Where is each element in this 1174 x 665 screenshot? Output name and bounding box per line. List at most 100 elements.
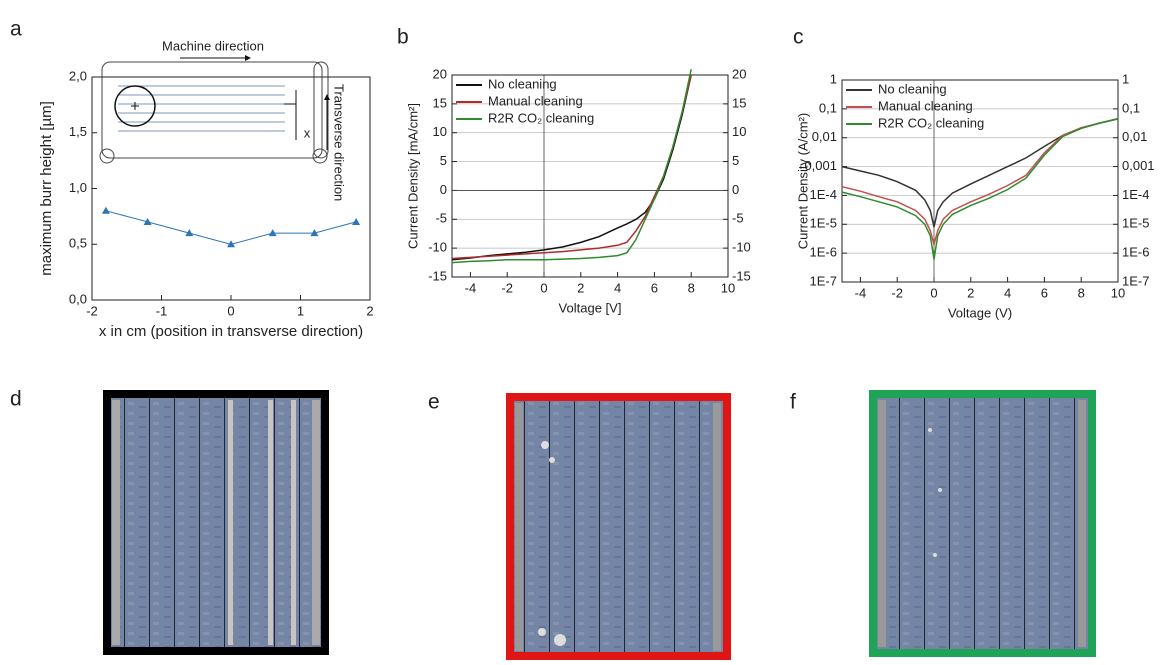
- y-tick-label: 0,0: [69, 291, 87, 306]
- x-tick-label: 0: [540, 280, 547, 295]
- y2-tick-label: 20: [732, 66, 746, 81]
- y2-tick-label: 1E-6: [1122, 245, 1149, 260]
- roll-schematic: [99, 55, 330, 164]
- cell-photo: [869, 390, 1096, 657]
- y2-tick-label: 0: [732, 182, 739, 197]
- y-tick-label: 1,5: [69, 124, 87, 139]
- y-tick-label: 0,001: [804, 158, 837, 173]
- x-axis-label: Voltage [V]: [559, 300, 622, 315]
- cell-photo: [103, 390, 329, 655]
- x-tick-label: 10: [1111, 285, 1125, 300]
- y-tick-label: -15: [428, 268, 447, 283]
- legend-label: R2R CO₂ cleaning: [488, 110, 594, 125]
- legend-label: Manual cleaning: [878, 98, 973, 113]
- y2-tick-label: 10: [732, 124, 746, 139]
- x-axis-label: x in cm (position in transverse directio…: [99, 323, 363, 340]
- annotation: Transverse direction: [332, 84, 347, 201]
- panel-label: b: [397, 26, 409, 49]
- y2-tick-label: 1E-5: [1122, 216, 1149, 231]
- y-tick-label: 5: [440, 153, 447, 168]
- x-axis-label: Voltage (V): [948, 305, 1012, 320]
- data-line: [451, 74, 692, 261]
- y-tick-label: 0: [440, 182, 447, 197]
- y2-tick-label: 0,1: [1122, 100, 1140, 115]
- annotation: x: [304, 125, 311, 140]
- data-line: [841, 118, 1119, 248]
- x-tick-label: -1: [156, 303, 168, 318]
- y2-tick-label: 0,001: [1122, 158, 1155, 173]
- data-marker: [310, 229, 319, 237]
- plot-frame: [91, 76, 371, 301]
- x-tick-label: -2: [891, 285, 903, 300]
- y-tick-label: 10: [433, 124, 447, 139]
- y2-tick-label: 1E-7: [1122, 273, 1149, 288]
- plot-frame: [451, 74, 729, 278]
- legend-label: No cleaning: [488, 76, 557, 91]
- y-tick-label: 15: [433, 95, 447, 110]
- x-tick-label: 6: [1041, 285, 1048, 300]
- x-tick-label: 8: [1078, 285, 1085, 300]
- plot-frame: [841, 79, 1119, 283]
- y-tick-label: 1E-6: [810, 245, 837, 260]
- x-tick-label: 2: [577, 280, 584, 295]
- data-marker: [268, 229, 277, 237]
- x-tick-label: 0: [227, 303, 234, 318]
- y-tick-label: -10: [428, 240, 447, 255]
- annotation: Machine direction: [162, 38, 264, 53]
- y2-tick-label: 1E-4: [1122, 187, 1149, 202]
- x-tick-label: -2: [501, 280, 513, 295]
- x-tick-label: 10: [721, 280, 735, 295]
- x-tick-label: 2: [366, 303, 373, 318]
- x-tick-label: 4: [1004, 285, 1011, 300]
- y-tick-label: 20: [433, 66, 447, 81]
- x-tick-label: 2: [967, 285, 974, 300]
- y-tick-label: -5: [435, 211, 447, 226]
- legend-label: No cleaning: [878, 81, 947, 96]
- y2-tick-label: 15: [732, 95, 746, 110]
- y-tick-label: 1: [830, 71, 837, 86]
- y2-tick-label: -5: [732, 211, 744, 226]
- y2-tick-label: 0,01: [1122, 129, 1147, 144]
- y-tick-label: 0,5: [69, 236, 87, 251]
- y-tick-label: 0,1: [819, 100, 837, 115]
- data-marker: [227, 240, 235, 248]
- panel-label: c: [793, 26, 804, 49]
- y-tick-label: 0,01: [812, 129, 837, 144]
- data-line: [451, 69, 692, 264]
- panel-label: f: [790, 391, 796, 414]
- y-tick-label: 1,0: [69, 180, 87, 195]
- y-tick-label: 1E-4: [810, 187, 837, 202]
- data-line: [841, 118, 1119, 228]
- y-axis-label: Current Density [mA/cm²]: [405, 103, 420, 249]
- cell-photo: [506, 393, 731, 660]
- y2-tick-label: 1: [1122, 71, 1129, 86]
- x-tick-label: 4: [614, 280, 621, 295]
- panel-label: d: [10, 388, 22, 411]
- y-axis-label: Current Density (A/cm²): [795, 113, 810, 250]
- x-tick-label: 8: [688, 280, 695, 295]
- x-tick-label: -2: [86, 303, 98, 318]
- x-tick-label: -4: [855, 285, 867, 300]
- data-marker: [352, 217, 361, 225]
- data-marker: [185, 229, 194, 237]
- y-tick-label: 1E-7: [810, 273, 837, 288]
- legend-label: R2R CO₂ cleaning: [878, 115, 984, 130]
- data-line: [841, 117, 1119, 260]
- data-marker: [101, 206, 110, 214]
- legend-label: Manual cleaning: [488, 93, 583, 108]
- x-tick-label: 6: [651, 280, 658, 295]
- x-tick-label: -4: [465, 280, 477, 295]
- y2-tick-label: 5: [732, 153, 739, 168]
- y-axis-label: maximum burr height [µm]: [38, 101, 55, 276]
- y-tick-label: 1E-5: [810, 216, 837, 231]
- panel-label: e: [428, 391, 440, 414]
- data-line: [105, 210, 357, 245]
- data-marker: [143, 217, 152, 225]
- y-tick-label: 2,0: [69, 68, 87, 83]
- x-tick-label: 1: [297, 303, 304, 318]
- x-tick-label: 0: [930, 285, 937, 300]
- y2-tick-label: -15: [732, 268, 751, 283]
- y2-tick-label: -10: [732, 240, 751, 255]
- panel-label: a: [10, 18, 22, 41]
